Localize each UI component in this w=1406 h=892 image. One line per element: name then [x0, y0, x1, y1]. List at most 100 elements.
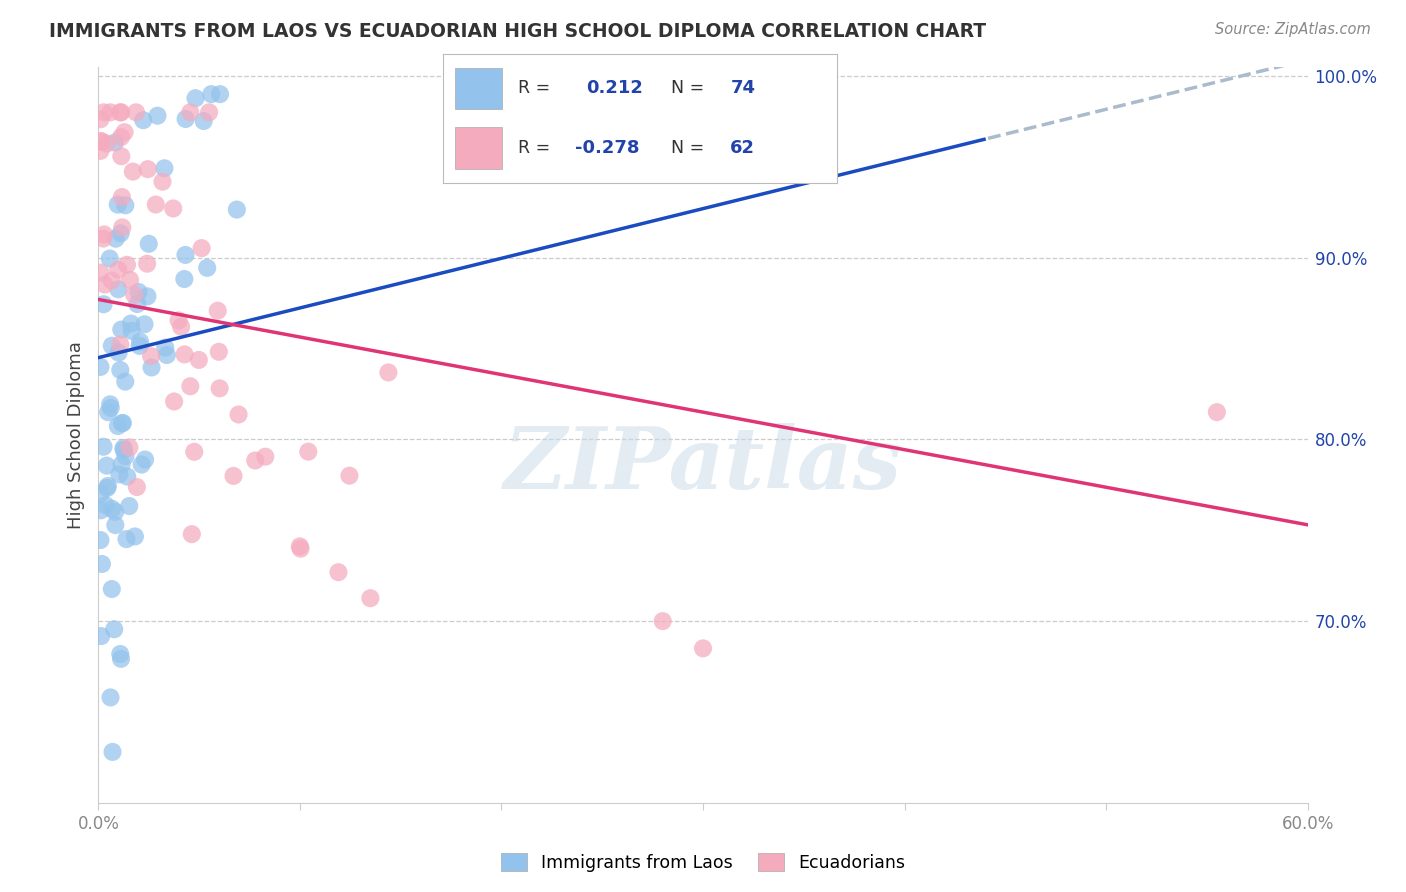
Point	[1206, 405, 1229, 419]
Point	[89, 266, 111, 280]
Text: -0.278: -0.278	[575, 139, 640, 157]
Point	[145, 197, 167, 211]
Point	[93, 227, 115, 242]
Point	[110, 105, 132, 120]
Point	[111, 416, 134, 430]
Point	[692, 641, 714, 656]
Point	[118, 441, 141, 455]
Point	[141, 360, 163, 375]
Point	[107, 262, 129, 277]
Point	[90, 557, 112, 571]
Text: 62: 62	[730, 139, 755, 157]
Point	[93, 105, 115, 120]
Point	[134, 452, 156, 467]
Point	[167, 313, 190, 327]
Point	[110, 363, 132, 377]
Point	[134, 318, 156, 332]
Point	[651, 614, 673, 628]
Point	[100, 274, 122, 288]
Point	[173, 347, 195, 361]
Point	[101, 339, 124, 353]
Point	[200, 87, 222, 102]
FancyBboxPatch shape	[454, 128, 502, 169]
Point	[187, 352, 209, 367]
Point	[129, 334, 152, 349]
Point	[100, 105, 122, 120]
Point	[112, 441, 135, 455]
Point	[115, 532, 138, 546]
Point	[110, 458, 132, 472]
Point	[139, 349, 162, 363]
Point	[183, 445, 205, 459]
Point	[127, 297, 149, 311]
Point	[107, 282, 129, 296]
Point	[122, 287, 145, 301]
Point	[110, 105, 132, 120]
Point	[121, 324, 143, 338]
Point	[208, 344, 231, 359]
Point	[339, 468, 361, 483]
Point	[228, 408, 250, 422]
Point	[155, 341, 177, 355]
Point	[100, 690, 122, 705]
Point	[290, 541, 312, 556]
Point	[180, 527, 202, 541]
Point	[89, 533, 111, 547]
Point	[104, 232, 127, 246]
Point	[173, 272, 195, 286]
Point	[193, 114, 215, 128]
Point	[121, 164, 143, 178]
Point	[198, 105, 221, 120]
Point	[114, 125, 136, 139]
Point	[93, 297, 115, 311]
Point	[103, 622, 125, 636]
Point	[98, 252, 121, 266]
Point	[98, 397, 121, 411]
FancyBboxPatch shape	[454, 68, 502, 109]
Point	[90, 135, 112, 149]
Point	[377, 366, 399, 380]
Point	[91, 231, 114, 245]
Text: 74: 74	[730, 79, 755, 97]
Point	[110, 337, 132, 351]
Point	[110, 647, 132, 661]
Point	[104, 518, 127, 533]
Point	[101, 501, 124, 516]
Point	[297, 444, 319, 458]
Point	[104, 505, 127, 519]
Point	[179, 105, 201, 120]
Point	[128, 285, 150, 299]
Point	[174, 112, 197, 126]
Point	[110, 227, 132, 241]
Point	[117, 469, 139, 483]
Point	[163, 394, 186, 409]
Point	[108, 467, 131, 482]
Point	[97, 405, 120, 419]
Point	[124, 529, 146, 543]
Point	[254, 450, 277, 464]
Point	[93, 440, 115, 454]
Point	[132, 113, 155, 128]
Point	[136, 162, 159, 177]
Point	[96, 136, 118, 151]
Point	[104, 136, 127, 150]
Point	[90, 629, 112, 643]
Point	[195, 260, 218, 275]
Point	[152, 175, 174, 189]
Point	[245, 453, 267, 467]
Point	[118, 273, 141, 287]
Text: N =: N =	[671, 139, 704, 157]
Legend: Immigrants from Laos, Ecuadorians: Immigrants from Laos, Ecuadorians	[494, 847, 912, 879]
Point	[111, 190, 134, 204]
Point	[100, 401, 122, 415]
Point	[156, 348, 179, 362]
Point	[94, 498, 117, 512]
Text: Source: ZipAtlas.com: Source: ZipAtlas.com	[1215, 22, 1371, 37]
Point	[96, 458, 118, 473]
Point	[359, 591, 381, 606]
Point	[97, 479, 120, 493]
Point	[128, 339, 150, 353]
Point	[107, 419, 129, 434]
Point	[89, 359, 111, 374]
Point	[190, 241, 212, 255]
